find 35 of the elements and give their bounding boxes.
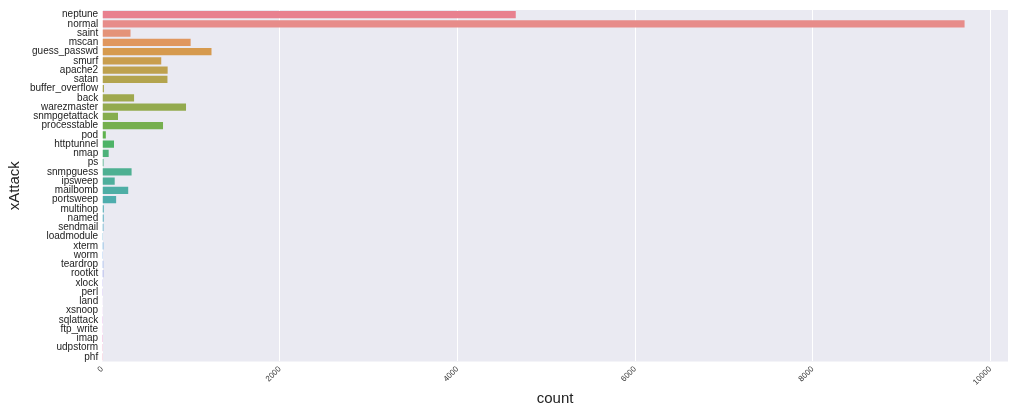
y-tick-label: buffer_overflow [29, 82, 99, 94]
y-tick-label: normal [67, 17, 99, 29]
y-tick-label: mscan [68, 36, 99, 48]
y-tick-label: portsweep [52, 193, 99, 205]
y-tick-label: processtable [41, 119, 99, 131]
y-tick-label: imap [76, 332, 99, 344]
y-axis-title: xAttack [5, 160, 23, 211]
y-tick-label: loadmodule [46, 230, 99, 242]
x-tick-label: 0 [95, 364, 106, 374]
y-tick-label: worm [72, 248, 99, 260]
x-axis-title: count [536, 389, 575, 407]
y-tick-label: multihop [60, 202, 99, 214]
y-tick-label: pod [81, 128, 99, 140]
y-tick-label: xsnoop [65, 304, 99, 316]
y-tick-label: teardrop [60, 258, 99, 270]
y-tick-label: sqlattack [58, 313, 100, 325]
y-tick-label: guess_passwd [32, 45, 99, 57]
y-tick-label: xterm [73, 239, 99, 251]
y-tick-label: back [77, 91, 100, 103]
y-tick-label: land [79, 295, 99, 307]
y-tick-label: apache2 [59, 63, 99, 75]
y-tick-label: warezmaster [39, 100, 99, 112]
y-tick-label: snmpgetattack [33, 110, 100, 122]
y-tick-label: udpstorm [56, 341, 99, 353]
y-tick-label: xlock [75, 276, 100, 288]
y-tick-label: smurf [73, 54, 99, 66]
y-tick-label: sendmail [58, 221, 99, 233]
y-tick-label: phf [84, 350, 99, 362]
y-tick-label: nmap [73, 147, 99, 159]
y-tick-label: satan [73, 73, 99, 85]
y-tick-label: saint [77, 26, 99, 38]
y-tick-label: rootkit [70, 267, 99, 279]
y-tick-label: perl [81, 285, 99, 297]
y-tick-label: neptune [62, 8, 99, 20]
y-tick-label: mailbomb [54, 184, 99, 196]
